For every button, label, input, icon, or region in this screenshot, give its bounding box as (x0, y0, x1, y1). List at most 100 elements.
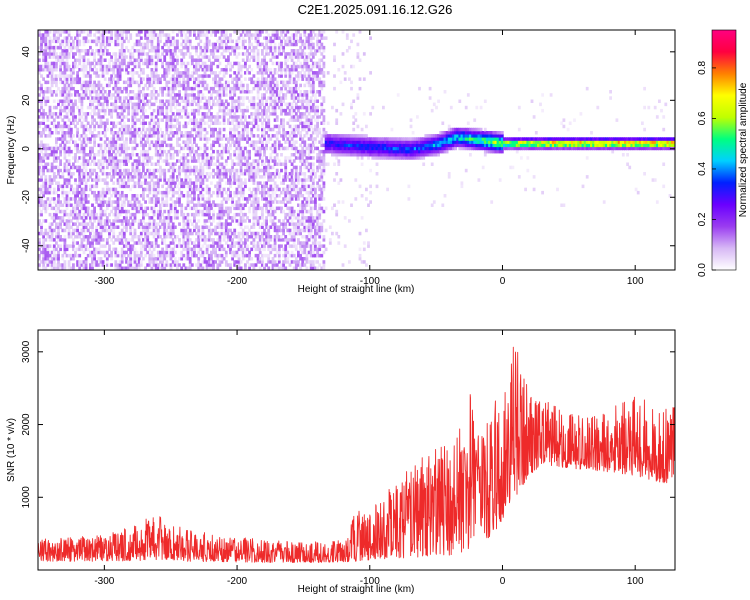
heatmap-cell (263, 146, 266, 151)
heatmap-cell (197, 64, 201, 69)
heatmap-cell (103, 209, 107, 214)
heatmap-cell (52, 238, 56, 242)
heatmap-cell (271, 194, 275, 198)
heatmap-cell (110, 168, 113, 173)
heatmap-cell (63, 222, 67, 226)
heatmap-cell (59, 80, 62, 85)
heatmap-cell (237, 247, 241, 252)
heatmap-cell (241, 112, 245, 116)
heatmap-cell (135, 58, 139, 62)
heatmap-cell (99, 238, 103, 242)
heatmap-cell (180, 99, 184, 103)
heatmap-cell (163, 102, 167, 107)
heatmap-cell (150, 93, 154, 97)
heatmap-cell (91, 86, 94, 91)
heatmap-cell (122, 124, 126, 129)
heatmap-cell (95, 68, 99, 72)
heatmap-cell (154, 175, 158, 179)
heatmap-cell (91, 118, 94, 122)
heatmap-cell (48, 225, 52, 229)
heatmap-cell (69, 83, 73, 88)
heatmap-cell (78, 165, 82, 170)
heatmap-cell (112, 134, 116, 138)
heatmap-cell (241, 181, 245, 185)
heatmap-cell (63, 149, 67, 154)
heatmap-cell (142, 175, 145, 179)
heatmap-cell (57, 55, 60, 59)
heatmap-cell (40, 86, 43, 91)
heatmap-cell (254, 216, 258, 220)
heatmap-cell (169, 219, 173, 223)
heatmap-cell (91, 260, 94, 264)
heatmap-cell (63, 77, 67, 81)
heatmap-cell (59, 124, 62, 129)
heatmap-cell (110, 121, 113, 125)
heatmap-cell (239, 83, 243, 88)
heatmap-cell (105, 42, 109, 47)
heatmap-cell (197, 68, 201, 72)
heatmap-cell (156, 105, 160, 110)
heatmap-cell (135, 172, 139, 176)
heatmap-cell (40, 203, 43, 207)
heatmap-cell (244, 156, 247, 160)
heatmap-cell (76, 58, 79, 62)
heatmap-cell (256, 33, 260, 37)
heatmap-cell (42, 146, 45, 151)
heatmap-cell (263, 172, 266, 176)
heatmap-cell (197, 197, 201, 201)
heatmap-cell (144, 241, 147, 245)
heatmap-cell (235, 45, 239, 50)
heatmap-cell (188, 247, 192, 252)
heatmap-cell (78, 260, 82, 264)
heatmap-cell (139, 206, 143, 211)
heatmap-cell (218, 184, 222, 189)
heatmap-cell (76, 45, 79, 50)
heatmap-cell (256, 96, 260, 100)
heatmap-cell (112, 222, 116, 226)
heatmap-cell (103, 194, 107, 198)
heatmap-cell (148, 172, 152, 176)
heatmap-cell (163, 137, 167, 141)
heatmap-cell (233, 244, 237, 248)
heatmap-cell (112, 190, 116, 195)
heatmap-cell (159, 165, 162, 170)
heatmap-cell (74, 200, 77, 204)
heatmap-cell (146, 99, 150, 103)
heatmap-cell (267, 241, 271, 245)
heatmap-cell (131, 266, 135, 270)
heatmap-cell (80, 181, 84, 185)
heatmap-cell (114, 30, 118, 34)
heatmap-cell (42, 153, 45, 157)
heatmap-cell (118, 260, 122, 264)
heatmap-cell (186, 231, 190, 236)
heatmap-cell (122, 253, 126, 258)
heatmap-cell (265, 99, 268, 103)
heatmap-cell (118, 266, 122, 270)
heatmap-cell (44, 203, 48, 207)
heatmap-cell (156, 36, 160, 40)
heatmap-cell (89, 184, 92, 189)
heatmap-cell (84, 235, 88, 239)
heatmap-cell (133, 216, 137, 220)
heatmap-cell (273, 253, 277, 258)
heatmap-cell (67, 172, 71, 176)
heatmap-cell (78, 30, 82, 34)
heatmap-cell (254, 263, 258, 267)
heatmap-cell (139, 80, 143, 85)
heatmap-cell (116, 77, 120, 81)
heatmap-cell (72, 172, 75, 176)
heatmap-cell (63, 137, 67, 141)
heatmap-cell (246, 231, 249, 236)
heatmap-cell (203, 105, 207, 110)
heatmap-cell (46, 118, 50, 122)
heatmap-cell (163, 86, 167, 91)
heatmap-cell (186, 143, 190, 148)
heatmap-cell (110, 112, 113, 116)
heatmap-cell (207, 197, 211, 201)
heatmap-cell (186, 203, 190, 207)
heatmap-cell (101, 105, 105, 110)
heatmap-cell (201, 83, 205, 88)
heatmap-cell (258, 64, 262, 69)
heatmap-cell (154, 194, 158, 198)
